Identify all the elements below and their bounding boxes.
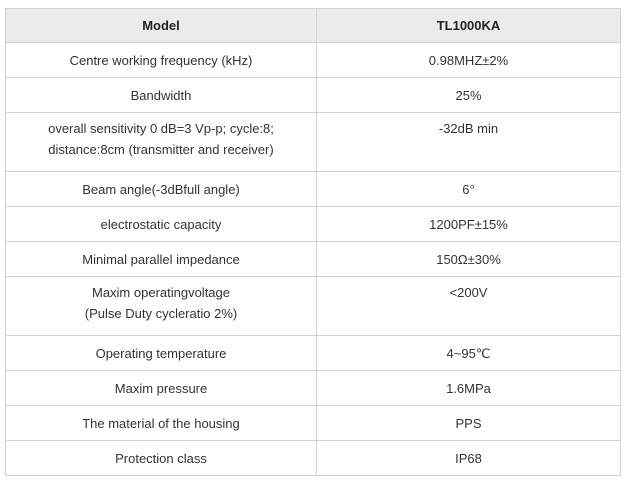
param-cell: overall sensitivity 0 dB=3 Vp-p; cycle:8… <box>5 112 317 172</box>
table-row: electrostatic capacity 1200PF±15% <box>5 206 621 242</box>
table-row: Bandwidth 25% <box>5 77 621 113</box>
value-cell: 150Ω±30% <box>316 241 621 277</box>
table-row: Protection class IP68 <box>5 440 621 476</box>
param-cell: Maxim pressure <box>5 370 317 406</box>
value-cell: 0.98MHZ±2% <box>316 42 621 78</box>
value-cell: IP68 <box>316 440 621 476</box>
value-cell: 4~95℃ <box>316 335 621 371</box>
param-line: distance:8cm (transmitter and receiver) <box>48 142 274 157</box>
table-row: overall sensitivity 0 dB=3 Vp-p; cycle:8… <box>5 112 621 172</box>
table-row: Maxim operatingvoltage (Pulse Duty cycle… <box>5 276 621 336</box>
param-cell: Operating temperature <box>5 335 317 371</box>
value-cell: -32dB min <box>316 112 621 172</box>
table-row: Maxim pressure 1.6MPa <box>5 370 621 406</box>
value-cell: PPS <box>316 405 621 441</box>
spec-table: Model TL1000KA Centre working frequency … <box>5 8 621 476</box>
param-cell: The material of the housing <box>5 405 317 441</box>
param-cell: electrostatic capacity <box>5 206 317 242</box>
param-line: overall sensitivity 0 dB=3 Vp-p; cycle:8… <box>48 121 274 136</box>
value-cell: 1200PF±15% <box>316 206 621 242</box>
value-cell: 6° <box>316 171 621 207</box>
param-cell: Bandwidth <box>5 77 317 113</box>
param-cell: Protection class <box>5 440 317 476</box>
param-line: Maxim operatingvoltage <box>91 285 231 300</box>
value-cell: 25% <box>316 77 621 113</box>
header-model: Model <box>5 8 317 43</box>
value-cell: 1.6MPa <box>316 370 621 406</box>
table-row: The material of the housing PPS <box>5 405 621 441</box>
param-line: (Pulse Duty cycleratio 2%) <box>84 306 238 321</box>
param-cell: Centre working frequency (kHz) <box>5 42 317 78</box>
header-model-value: TL1000KA <box>316 8 621 43</box>
table-row: Beam angle(-3dBfull angle) 6° <box>5 171 621 207</box>
table-row: Operating temperature 4~95℃ <box>5 335 621 371</box>
header-row: Model TL1000KA <box>5 8 621 43</box>
param-cell: Beam angle(-3dBfull angle) <box>5 171 317 207</box>
table-row: Centre working frequency (kHz) 0.98MHZ±2… <box>5 42 621 78</box>
table-row: Minimal parallel impedance 150Ω±30% <box>5 241 621 277</box>
param-cell: Minimal parallel impedance <box>5 241 317 277</box>
value-cell: <200V <box>316 276 621 336</box>
param-cell: Maxim operatingvoltage (Pulse Duty cycle… <box>5 276 317 336</box>
